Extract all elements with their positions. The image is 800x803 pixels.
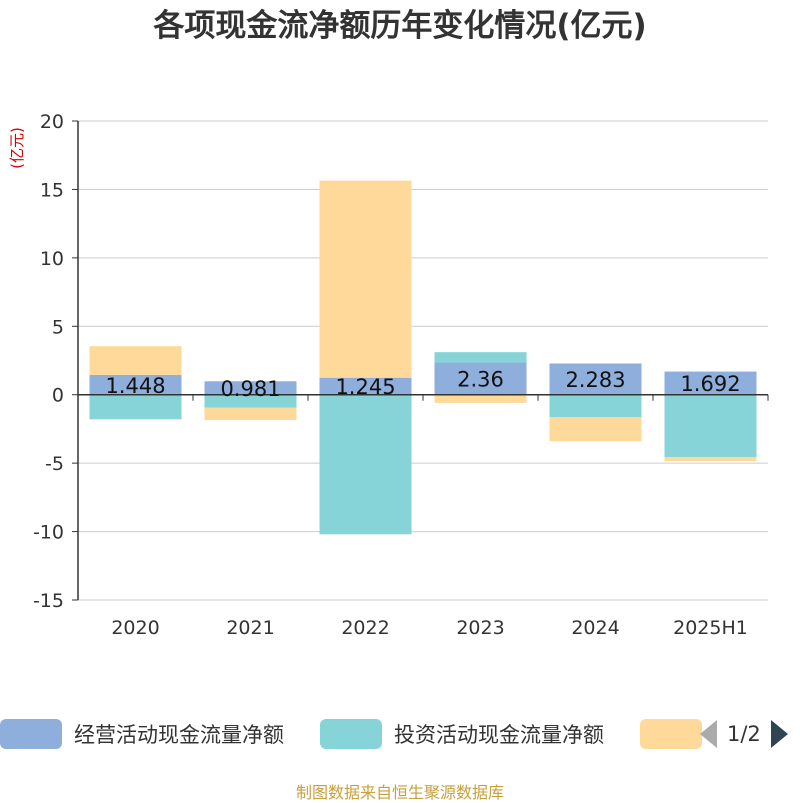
bar-series-0: [204, 381, 297, 395]
data-label: 2.283: [565, 368, 625, 392]
legend-pager: 1/2: [700, 717, 788, 751]
y-tick-label: -15: [33, 590, 64, 612]
source-note: 制图数据来自恒生聚源数据库: [295, 783, 504, 802]
legend-item-operating[interactable]: 经营活动现金流量净额: [0, 717, 284, 751]
x-tick-label: 2021: [226, 617, 274, 639]
x-tick-label: 2025H1: [673, 617, 748, 639]
y-tick-label: 10: [40, 248, 64, 270]
pager-page-indicator: 1/2: [727, 722, 761, 746]
y-tick-label: -5: [45, 453, 64, 475]
y-axis-unit-label: (亿元): [8, 127, 26, 169]
chart-title: 各项现金流净额历年变化情况(亿元): [153, 8, 647, 44]
bar-series-0: [664, 371, 757, 395]
y-tick-label: 5: [52, 316, 64, 338]
x-tick-label: 2022: [341, 617, 389, 639]
data-label: 2.36: [457, 368, 504, 392]
bar-series-0: [319, 377, 412, 395]
data-label: 0.981: [220, 377, 280, 401]
legend-label-investing: 投资活动现金流量净额: [394, 723, 604, 747]
bar-series-1: [319, 394, 412, 535]
data-label: 1.245: [335, 375, 395, 399]
pager-next-icon[interactable]: [770, 720, 788, 748]
bar-series-2: [434, 394, 527, 403]
legend-swatch-operating: [0, 719, 62, 749]
bar-series-1: [664, 394, 757, 457]
data-label: 1.692: [680, 372, 740, 396]
legend-swatch-financing: [640, 719, 702, 749]
data-label: 1.448: [105, 374, 165, 398]
bar-series-1: [434, 352, 527, 363]
y-tick-label: 15: [40, 179, 64, 201]
bar-series-0: [434, 362, 527, 395]
legend-item-investing[interactable]: 投资活动现金流量净额: [320, 717, 604, 751]
x-tick-label: 2020: [111, 617, 159, 639]
bar-series-2: [319, 180, 412, 378]
x-tick-label: 2023: [456, 617, 504, 639]
bar-series-2: [89, 346, 182, 375]
y-tick-label: 20: [40, 111, 64, 133]
bar-series-2: [204, 407, 297, 421]
legend-item-financing[interactable]: [640, 717, 702, 751]
bar-series-1: [549, 394, 642, 418]
legend-label-operating: 经营活动现金流量净额: [74, 723, 284, 747]
x-tick-label: 2024: [571, 617, 619, 639]
legend: 经营活动现金流量净额 投资活动现金流量净额 1/2: [0, 717, 800, 751]
bar-series-0: [89, 374, 182, 395]
bar-series-0: [549, 363, 642, 395]
legend-swatch-investing: [320, 719, 382, 749]
bar-series-1: [204, 394, 297, 408]
y-tick-label: -10: [33, 522, 64, 544]
bar-series-2: [664, 456, 757, 462]
bar-series-1: [89, 394, 182, 420]
pager-prev-icon[interactable]: [700, 720, 717, 748]
y-tick-label: 0: [52, 385, 64, 407]
bar-series-2: [549, 417, 642, 442]
